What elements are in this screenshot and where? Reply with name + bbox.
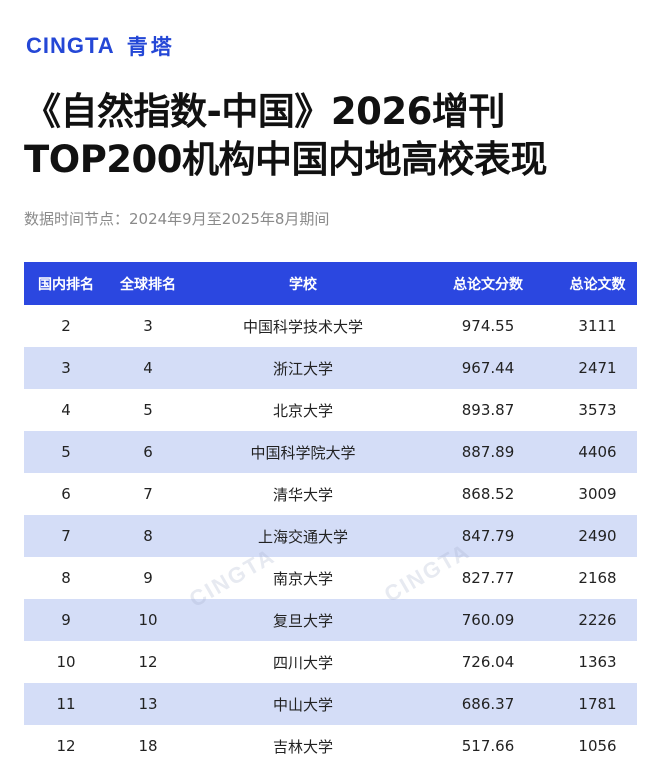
data-period-note: 数据时间节点：2024年9月至2025年8月期间 (24, 210, 330, 228)
total-score: 887.89 (461, 443, 515, 461)
global-rank: 3 (143, 317, 153, 335)
school-name: 中国科学院大学 (250, 443, 356, 462)
header-total-score: 总论文分数 (453, 276, 523, 293)
total-score: 827.77 (461, 569, 515, 587)
table-row: 10 12 四川大学 726.04 1363 (24, 641, 637, 683)
total-papers: 4406 (578, 443, 617, 461)
title-line-1: 《自然指数-中国》2026增刊 (24, 90, 505, 133)
school-name: 清华大学 (272, 485, 333, 504)
table-row: 4 5 北京大学 893.87 3573 (24, 389, 637, 431)
table-row: 9 10 复旦大学 760.09 2226 (24, 599, 637, 641)
school-name: 上海交通大学 (257, 527, 348, 546)
brand-logo: CINGTA 青塔 (26, 31, 175, 61)
global-rank: 5 (143, 401, 153, 419)
total-papers: 3009 (578, 485, 617, 503)
school-name: 四川大学 (272, 653, 333, 672)
total-score: 893.87 (461, 401, 515, 419)
school-name: 中山大学 (272, 695, 333, 714)
global-rank: 9 (143, 569, 153, 587)
total-score: 974.55 (461, 317, 515, 335)
total-score: 517.66 (461, 737, 515, 755)
global-rank: 7 (143, 485, 153, 503)
total-papers: 2490 (578, 527, 617, 545)
total-papers: 2471 (578, 359, 617, 377)
total-papers: 1781 (578, 695, 617, 713)
global-rank: 18 (138, 737, 158, 755)
total-papers: 1056 (578, 737, 617, 755)
global-rank: 12 (138, 653, 158, 671)
total-papers: 2226 (578, 611, 617, 629)
table-row: 2 3 中国科学技术大学 974.55 3111 (24, 305, 637, 347)
ranking-table: 国内排名 全球排名 学校 总论文分数 总论文数 2 3 中国科学技术大学 974… (24, 262, 637, 760)
domestic-rank: 3 (61, 359, 71, 377)
school-name: 中国科学技术大学 (242, 317, 363, 336)
table-header: 国内排名 全球排名 学校 总论文分数 总论文数 (24, 262, 637, 305)
table-row: 12 18 吉林大学 517.66 1056 (24, 725, 637, 760)
domestic-rank: 11 (56, 695, 76, 713)
domestic-rank: 10 (56, 653, 76, 671)
total-score: 847.79 (461, 527, 515, 545)
header-total-papers: 总论文数 (569, 276, 626, 293)
total-papers: 3573 (578, 401, 617, 419)
total-score: 967.44 (461, 359, 515, 377)
domestic-rank: 4 (61, 401, 71, 419)
school-name: 北京大学 (272, 401, 333, 420)
total-papers: 1363 (578, 653, 617, 671)
brand-name-cn: 青塔 (126, 35, 175, 59)
table-row: 7 8 上海交通大学 847.79 2490 (24, 515, 637, 557)
domestic-rank: 2 (61, 317, 71, 335)
school-name: 浙江大学 (272, 359, 333, 378)
global-rank: 8 (143, 527, 153, 545)
domestic-rank: 12 (56, 737, 76, 755)
school-name: 吉林大学 (272, 737, 333, 756)
domestic-rank: 5 (61, 443, 71, 461)
total-score: 760.09 (461, 611, 515, 629)
total-score: 686.37 (461, 695, 515, 713)
global-rank: 10 (138, 611, 158, 629)
domestic-rank: 9 (61, 611, 71, 629)
table-row: 3 4 浙江大学 967.44 2471 (24, 347, 637, 389)
domestic-rank: 8 (61, 569, 71, 587)
school-name: 复旦大学 (272, 611, 333, 630)
title-line-2: TOP200机构中国内地高校表现 (24, 138, 548, 181)
header-global-rank: 全球排名 (120, 276, 176, 293)
total-papers: 2168 (578, 569, 617, 587)
header-domestic-rank: 国内排名 (38, 276, 94, 293)
table-row: 5 6 中国科学院大学 887.89 4406 (24, 431, 637, 473)
global-rank: 6 (143, 443, 153, 461)
page-title: 《自然指数-中国》2026增刊 TOP200机构中国内地高校表现 (24, 88, 548, 184)
global-rank: 13 (138, 695, 158, 713)
table-row: 8 9 南京大学 827.77 2168 (24, 557, 637, 599)
domestic-rank: 7 (61, 527, 71, 545)
total-papers: 3111 (578, 317, 617, 335)
table-row: 11 13 中山大学 686.37 1781 (24, 683, 637, 725)
school-name: 南京大学 (272, 569, 333, 588)
domestic-rank: 6 (61, 485, 71, 503)
total-score: 868.52 (461, 485, 515, 503)
total-score: 726.04 (461, 653, 515, 671)
global-rank: 4 (143, 359, 153, 377)
table-row: 6 7 清华大学 868.52 3009 (24, 473, 637, 515)
brand-name-en: CINGTA (26, 33, 115, 58)
header-school: 学校 (289, 276, 317, 293)
